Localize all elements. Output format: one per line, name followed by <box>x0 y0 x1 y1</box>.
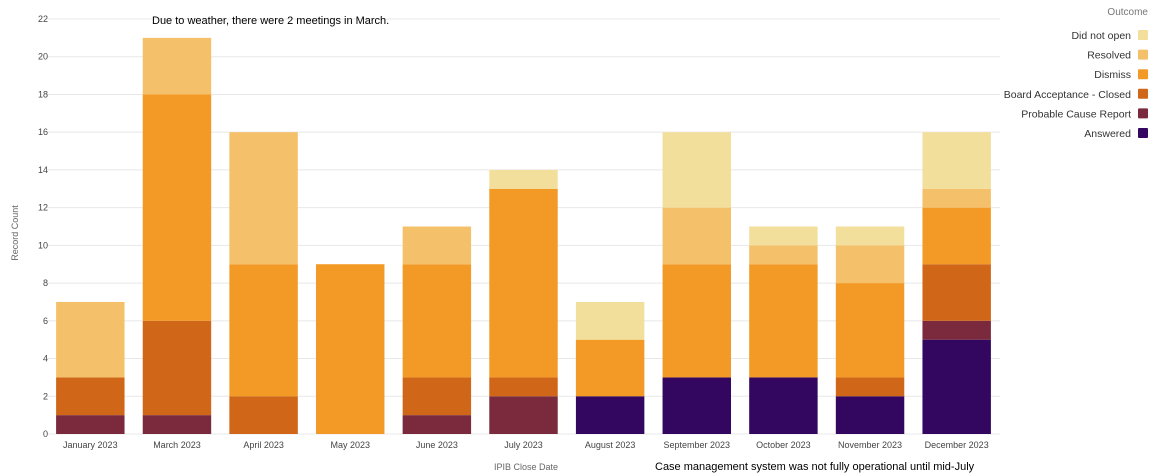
legend-swatch <box>1138 128 1148 138</box>
bar-segment <box>662 377 731 434</box>
bar-segment <box>56 377 125 416</box>
bar-segment <box>142 415 212 434</box>
y-tick-label: 8 <box>43 278 48 288</box>
bar-segment <box>662 207 731 265</box>
bar-segment <box>489 169 558 189</box>
legend-label: Answered <box>1084 128 1131 140</box>
bar-segment <box>922 320 991 340</box>
bar-segment <box>142 94 212 321</box>
bar-segment <box>749 226 818 246</box>
bar-segment <box>489 377 558 397</box>
legend-label: Board Acceptance - Closed <box>1004 89 1131 101</box>
bar-segment <box>229 264 298 397</box>
bar-segment <box>922 188 991 208</box>
x-axis-title: IPIB Close Date <box>494 462 558 472</box>
y-tick-label: 0 <box>43 429 48 439</box>
x-tick-label: June 2023 <box>416 440 458 450</box>
y-tick-label: 12 <box>38 203 48 213</box>
bar-segment <box>316 264 385 434</box>
y-tick-label: 4 <box>43 354 48 364</box>
legend-swatch <box>1138 88 1148 99</box>
y-tick-label: 14 <box>38 165 48 175</box>
bar-segment <box>56 301 125 378</box>
bar-segment <box>402 226 472 265</box>
bars <box>56 37 991 434</box>
legend-swatch <box>1138 108 1148 119</box>
x-tick-label: April 2023 <box>243 440 284 450</box>
y-tick-label: 22 <box>38 14 48 24</box>
annotation-case-management: Case management system was not fully ope… <box>655 461 975 473</box>
bar-segment <box>749 245 818 265</box>
x-tick-label: December 2023 <box>925 440 989 450</box>
x-tick-label: September 2023 <box>663 440 730 450</box>
bar-segment <box>229 132 298 265</box>
legend-title: Outcome <box>1107 7 1148 18</box>
bar-segment <box>575 339 645 397</box>
y-tick-label: 2 <box>43 391 48 401</box>
annotation-march-meetings: Due to weather, there were 2 meetings in… <box>152 15 389 27</box>
bar-segment <box>835 226 905 246</box>
bar-segment <box>749 264 818 378</box>
bar-segment <box>142 320 212 416</box>
bar-segment <box>56 415 125 434</box>
bar-segment <box>142 37 212 95</box>
legend-item: Board Acceptance - Closed <box>1004 88 1148 101</box>
bar-segment <box>489 396 558 434</box>
bar-segment <box>835 283 905 378</box>
bar-segment <box>489 188 558 378</box>
bar-segment <box>402 264 472 378</box>
bar-segment <box>835 396 905 434</box>
legend-label: Did not open <box>1071 30 1131 42</box>
legend-item: Did not open <box>1071 30 1148 42</box>
legend: Outcome Did not open Resolved Dismiss Board… <box>1004 7 1149 140</box>
x-axis-ticks: January 2023 March 2023 April 2023 May 2023… <box>63 440 989 450</box>
legend-swatch <box>1138 30 1148 40</box>
x-tick-label: May 2023 <box>330 440 370 450</box>
legend-swatch <box>1138 49 1148 60</box>
bar-segment <box>662 132 731 208</box>
x-tick-label: October 2023 <box>756 440 811 450</box>
x-tick-label: January 2023 <box>63 440 118 450</box>
x-tick-label: July 2023 <box>504 440 543 450</box>
y-axis-ticks: 0 2 4 6 8 10 12 14 16 18 20 22 <box>38 14 48 439</box>
y-tick-label: 16 <box>38 127 48 137</box>
bar-segment <box>922 339 991 434</box>
legend-item: Resolved <box>1087 49 1148 62</box>
bar-segment <box>922 207 991 265</box>
bar-segment <box>575 396 645 434</box>
bar-segment <box>835 245 905 284</box>
bar-segment <box>402 415 472 434</box>
y-tick-label: 6 <box>43 316 48 326</box>
bar-segment <box>835 377 905 397</box>
legend-label: Probable Cause Report <box>1021 108 1131 120</box>
y-tick-label: 10 <box>38 240 48 250</box>
bar-segment <box>402 377 472 416</box>
bar-segment <box>922 132 991 189</box>
bar-segment <box>662 264 731 378</box>
legend-item: Probable Cause Report <box>1021 108 1148 120</box>
y-axis-title: Record Count <box>10 205 20 261</box>
legend-item: Dismiss <box>1094 69 1148 81</box>
y-tick-label: 20 <box>38 52 48 62</box>
legend-swatch <box>1138 69 1148 80</box>
bar-segment <box>229 396 298 434</box>
legend-label: Dismiss <box>1094 69 1131 81</box>
legend-label: Resolved <box>1087 50 1131 62</box>
x-tick-label: August 2023 <box>585 440 636 450</box>
bar-segment <box>749 377 818 434</box>
x-tick-label: November 2023 <box>838 440 902 450</box>
bar-segment <box>575 301 645 340</box>
bar-segment <box>922 264 991 321</box>
legend-item: Answered <box>1084 128 1148 140</box>
x-tick-label: March 2023 <box>153 440 201 450</box>
y-tick-label: 18 <box>38 89 48 99</box>
